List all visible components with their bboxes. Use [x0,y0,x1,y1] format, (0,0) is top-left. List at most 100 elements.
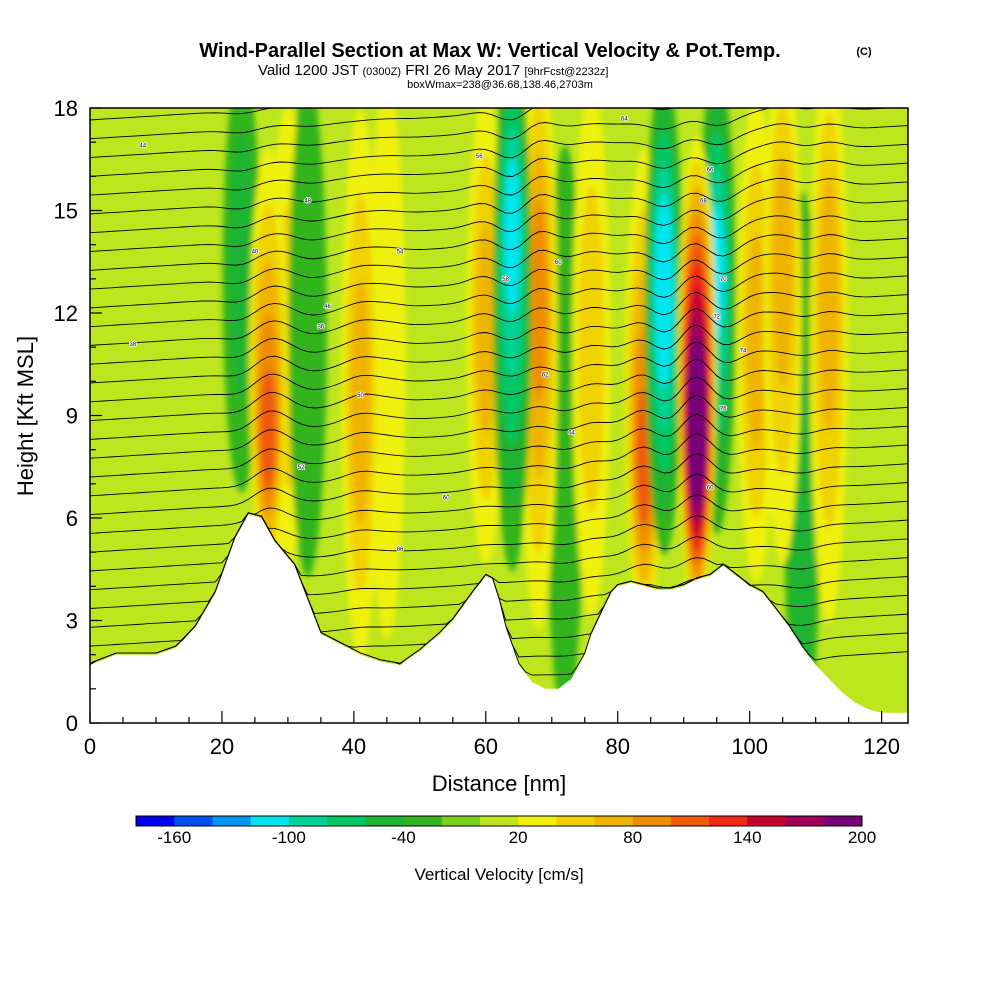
y-tick-label: 12 [54,301,78,326]
velocity-cell [578,185,605,514]
velocity-cell [228,132,255,398]
velocity-cell [818,177,840,433]
subtitle-date: FRI 26 May 2017 [405,62,520,79]
velocity-cell [475,222,497,435]
y-tick-label: 18 [54,96,78,121]
theta-contour [90,141,908,196]
colorbar-swatch [594,816,634,826]
velocity-cell [656,227,672,346]
velocity-cell [350,279,371,525]
velocity-cell [691,409,703,471]
subtitle-box: boxWmax=238@36.68,138.46,2703m [407,79,593,91]
y-axis-label: Height [Kft MSL] [13,336,38,496]
theta-contour [90,308,908,365]
theta-contour [90,215,908,271]
theta-contour [90,376,908,440]
theta-label: 64 [621,116,628,122]
theta-label: 60 [443,496,450,502]
theta-label: 46 [324,304,331,310]
subtitle-line: Valid 1200 JST (0300Z) FRI 26 May 2017 [… [258,62,608,79]
velocity-field [222,108,848,723]
x-axis-label: Distance [nm] [432,771,567,796]
colorbar-swatch [518,816,557,826]
y-tick-label: 3 [66,609,78,634]
x-tick-label: 60 [474,734,498,759]
theta-label: 64 [568,431,575,437]
colorbar-swatch [556,816,596,826]
theta-label: 54 [397,250,404,256]
theta-contour [90,123,908,177]
theta-contours [90,108,908,676]
theta-label: 86 [397,547,404,553]
x-axis-ticks: 0 20 40 60 80 100 120 [84,711,900,759]
colorbar-swatch [785,816,825,826]
velocity-cell [294,168,321,476]
theta-contour-labels: 44 40 38 48 46 36 50 52 54 56 58 60 60 62 64 64 66 68 70 72… [129,115,748,553]
theta-label: 76 [720,407,727,413]
colorbar-tick-label: 200 [848,828,876,847]
theta-contour [90,108,674,140]
theta-label: 50 [357,393,364,399]
velocity-cell [551,288,579,645]
colorbar-swatch [823,816,863,826]
x-tick-label: 100 [731,734,768,759]
theta-label: 52 [298,465,305,471]
colorbar-tick-label: -100 [272,828,306,847]
theta-contour [90,394,908,459]
colorbar-tick-label: -160 [157,828,191,847]
theta-contour [90,291,908,346]
theta-label: 58 [502,277,509,283]
colorbar-swatch [670,816,710,826]
theta-contour [90,196,908,252]
x-tick-label: 120 [863,734,900,759]
theta-contour [90,108,894,158]
colorbar-swatch [288,816,328,826]
theta-contour [90,433,908,497]
theta-label: 60 [707,485,714,491]
y-tick-label: 9 [66,404,78,429]
colorbar-swatch [709,816,748,826]
title-mark: (C) [856,46,872,58]
theta-contour [90,108,276,121]
theta-contour [90,413,908,478]
theta-contour [90,341,908,403]
theta-contour [90,473,908,534]
plot-area: 44 40 38 48 46 36 50 52 54 56 58 60 60 62 64 64 66 68 70 72… [90,108,908,723]
theta-label: 56 [476,154,483,160]
theta-contour [90,453,908,516]
theta-label: 68 [700,198,707,204]
theta-contour [90,253,908,309]
x-tick-label: 0 [84,734,96,759]
theta-contour [90,272,908,328]
x-tick-label: 20 [210,734,234,759]
colorbar-swatch [212,816,252,826]
theta-label: 74 [740,349,747,355]
colorbar-swatch [174,816,213,826]
colorbar-frame [135,815,863,827]
x-tick-label: 80 [605,734,629,759]
colorbar-tick-label: -40 [391,828,416,847]
theta-contour [90,159,908,215]
theta-label: 36 [318,325,325,331]
theta-label: 70 [720,277,727,283]
colorbar-swatch [632,816,672,826]
colorbar-tick-label: 140 [733,828,761,847]
theta-contour [90,178,908,234]
y-tick-label: 0 [66,711,78,736]
theta-contour [90,358,908,422]
theta-contour [90,494,908,553]
velocity-cell [529,198,548,401]
terrain-mask [90,514,908,723]
x-tick-label: 40 [342,734,366,759]
colorbar-swatch [403,816,443,826]
y-tick-label: 15 [54,199,78,224]
theta-label: 48 [304,198,311,204]
velocity-cell [504,158,521,314]
theta-label: 66 [707,168,714,174]
theta-label: 72 [713,314,720,320]
colorbar-label: Vertical Velocity [cm/s] [414,865,583,884]
colorbar-ticks: -160 -100 -40 20 80 140 200 [157,828,876,847]
theta-label: 44 [139,144,146,150]
theta-label: 40 [252,250,259,256]
